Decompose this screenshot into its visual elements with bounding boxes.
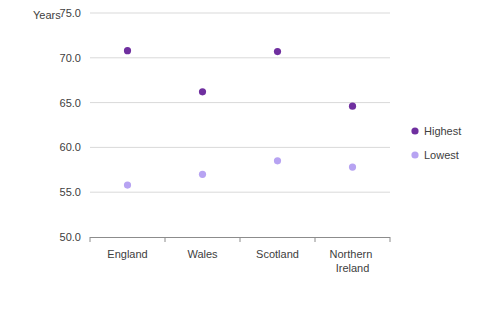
point	[199, 171, 206, 178]
x-tick-label: Northern Ireland	[330, 248, 376, 274]
x-tick	[390, 237, 391, 242]
x-tick	[165, 237, 166, 242]
x-tick-label: Wales	[187, 248, 218, 260]
y-tick-label: 70.0	[60, 52, 81, 64]
y-tick-label: 50.0	[60, 231, 81, 243]
plot-marks	[124, 47, 356, 189]
grid-line	[90, 13, 390, 14]
chart: 50.0 55.0 60.0 65.0 70.0 75.0 England Wales Scot…	[0, 0, 500, 314]
point	[124, 47, 131, 54]
y-tick-label: 60.0	[60, 141, 81, 153]
x-tick	[240, 237, 241, 242]
legend-label: Highest	[424, 125, 461, 137]
x-tick-label: England	[107, 248, 147, 260]
y-axis-label: Years	[33, 9, 61, 21]
y-tick-label: 55.0	[60, 186, 81, 198]
y-tick-label: 65.0	[60, 97, 81, 109]
point	[349, 103, 356, 110]
grid-line	[90, 147, 390, 148]
grid-line	[90, 192, 390, 193]
y-tick-label: 75.0	[60, 7, 81, 19]
x-tick-label-line: Northern	[330, 248, 376, 260]
point	[274, 48, 281, 55]
chart-root: 50.0 55.0 60.0 65.0 70.0 75.0 England Wales Scot…	[0, 0, 500, 314]
legend-marker	[411, 151, 418, 158]
point	[124, 181, 131, 188]
point	[274, 157, 281, 164]
x-tick	[90, 237, 91, 242]
x-tick	[315, 237, 316, 242]
x-tick-label-line: Ireland	[336, 262, 370, 274]
grid-line	[90, 57, 390, 58]
point	[199, 88, 206, 95]
x-tick-label: Scotland	[256, 248, 299, 260]
point	[349, 164, 356, 171]
legend-marker	[411, 127, 418, 134]
legend-label: Lowest	[424, 149, 459, 161]
grid-line	[90, 102, 390, 103]
